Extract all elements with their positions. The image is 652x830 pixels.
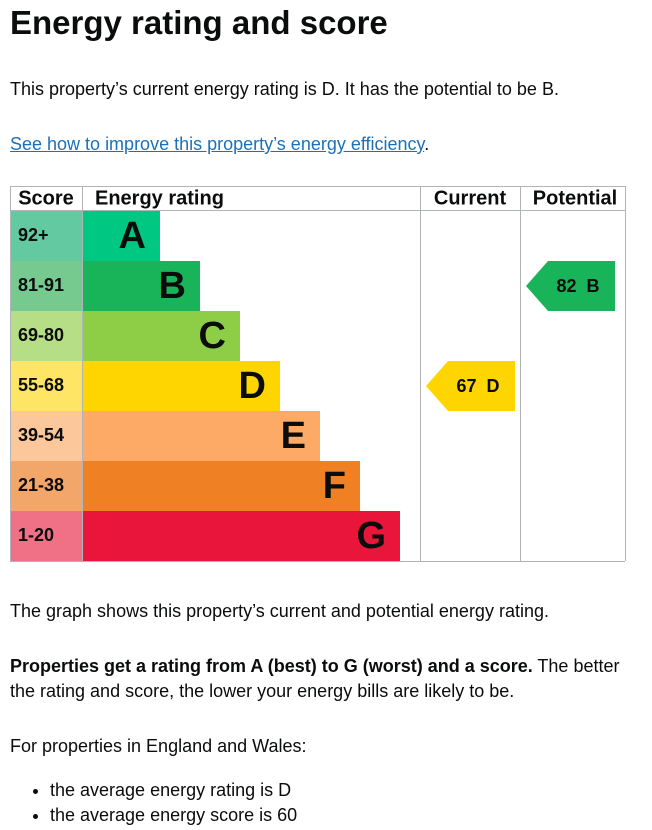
header-label: Potential — [533, 187, 617, 209]
rating-letter: D — [239, 365, 266, 407]
score-range: 1-20 — [18, 525, 54, 545]
marker-score: 67 — [456, 376, 476, 396]
improve-link[interactable]: See how to improve this property’s energ… — [10, 134, 425, 154]
score-cell — [10, 211, 82, 261]
score-cell — [10, 261, 82, 311]
explain-bold: Properties get a rating from A (best) to… — [10, 656, 533, 676]
rating-letter: B — [159, 265, 186, 307]
rating-letter: A — [119, 215, 146, 257]
rating-bar — [82, 511, 400, 561]
rating-bar — [82, 311, 240, 361]
header-label: Current — [434, 187, 507, 209]
graph-note: The graph shows this property’s current … — [10, 601, 549, 621]
rating-chart: Score Energy rating Current Potential 92+ A 81… — [10, 186, 626, 562]
potential-marker: 82 B — [526, 261, 615, 311]
marker-arrow — [526, 261, 615, 311]
explain: Properties get a rating from A (best) to… — [10, 654, 630, 704]
average-item: the average energy rating is D — [50, 778, 297, 803]
score-range: 81-91 — [18, 275, 64, 295]
heading: Energy rating and score — [10, 4, 388, 41]
average-list: the average energy rating is D the avera… — [10, 778, 297, 828]
score-cell — [10, 311, 82, 361]
current-marker: 67 D — [426, 361, 515, 411]
rating-letter: E — [281, 415, 306, 457]
marker-label: 82 B — [556, 276, 599, 296]
header-label: Energy rating — [95, 187, 224, 209]
header-label: Score — [18, 187, 74, 209]
link-line: See how to improve this property’s energ… — [10, 132, 630, 157]
score-range: 69-80 — [18, 325, 64, 345]
score-cell — [10, 361, 82, 411]
rating-bar — [82, 211, 160, 261]
rating-bar — [82, 461, 360, 511]
rating-letter: G — [356, 515, 386, 557]
marker-label: 67 D — [456, 376, 499, 396]
marker-rating: D — [487, 376, 500, 396]
marker-score: 82 — [556, 276, 576, 296]
average-item: the average energy score is 60 — [50, 803, 297, 828]
rating-bar — [82, 411, 320, 461]
marker-rating: B — [587, 276, 600, 296]
score-range: 21-38 — [18, 475, 64, 495]
score-cell — [10, 411, 82, 461]
link-suffix: . — [424, 134, 430, 154]
rating-bar — [82, 261, 200, 311]
rating-bar — [82, 361, 280, 411]
average-intro: For properties in England and Wales: — [10, 736, 307, 756]
marker-arrow — [426, 361, 515, 411]
rating-letter: C — [199, 315, 226, 357]
score-range: 92+ — [18, 225, 49, 245]
score-range: 55-68 — [18, 375, 64, 395]
score-cell — [10, 511, 82, 561]
intro: This property’s current energy rating is… — [10, 79, 559, 99]
score-range: 39-54 — [18, 425, 64, 445]
score-cell — [10, 461, 82, 511]
rating-letter: F — [323, 465, 346, 507]
explain-rest: The better the rating and score, the low… — [10, 656, 620, 701]
